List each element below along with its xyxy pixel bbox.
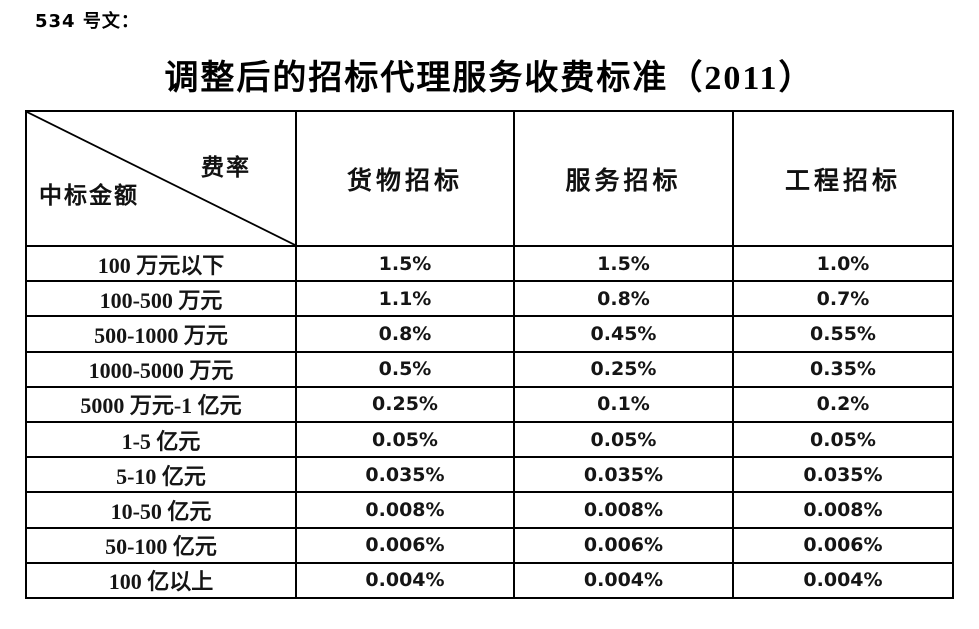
fee-cell: 0.8% (295, 315, 515, 353)
table-row: 5-10 亿元 0.035% 0.035% 0.035% (25, 456, 954, 494)
table-corner-cell: 费率 中标金额 (25, 110, 297, 247)
table-header-row: 费率 中标金额 货物招标 服务招标 工程招标 (25, 110, 954, 247)
table-row: 50-100 亿元 0.006% 0.006% 0.006% (25, 526, 954, 564)
fee-table: 费率 中标金额 货物招标 服务招标 工程招标 100 万元以下 1.5% 1.5% 1… (25, 110, 954, 600)
fee-cell: 0.8% (513, 280, 734, 318)
row-header-amount: 100-500 万元 (25, 280, 297, 318)
fee-cell: 0.05% (732, 420, 954, 459)
fee-cell: 0.35% (732, 350, 954, 388)
row-header-amount: 1000-5000 万元 (25, 350, 297, 388)
fee-cell: 0.035% (732, 456, 954, 494)
fee-cell: 1.1% (295, 280, 515, 318)
fee-cell: 0.55% (732, 315, 954, 353)
table-row: 100 万元以下 1.5% 1.5% 1.0% (25, 244, 954, 283)
fee-cell: 0.25% (295, 385, 515, 423)
fee-cell: 0.035% (513, 456, 734, 494)
page-title: 调整后的招标代理服务收费标准（2011） (164, 60, 815, 97)
row-header-amount: 5-10 亿元 (25, 456, 297, 494)
fee-cell: 0.035% (295, 456, 515, 494)
fee-cell: 0.006% (732, 526, 954, 564)
fee-cell: 0.008% (295, 491, 515, 529)
row-header-amount: 50-100 亿元 (25, 526, 297, 564)
fee-table-body: 100 万元以下 1.5% 1.5% 1.0% 100-500 万元 1.1% 0.8% 0.… (25, 244, 954, 600)
column-header-engineering: 工程招标 (732, 110, 954, 247)
fee-cell: 0.006% (513, 526, 734, 564)
table-row: 5000 万元-1 亿元 0.25% 0.1% 0.2% (25, 385, 954, 423)
fee-cell: 0.004% (732, 561, 954, 600)
fee-cell: 0.5% (295, 350, 515, 388)
fee-cell: 0.008% (513, 491, 734, 529)
fee-cell: 1.0% (732, 244, 954, 283)
row-header-amount: 5000 万元-1 亿元 (25, 385, 297, 423)
fee-cell: 0.004% (295, 561, 515, 600)
fee-cell: 0.25% (513, 350, 734, 388)
fee-cell: 0.2% (732, 385, 954, 423)
fee-cell: 0.006% (295, 526, 515, 564)
row-header-amount: 1-5 亿元 (25, 420, 297, 459)
fee-cell: 0.1% (513, 385, 734, 423)
table-row: 100 亿以上 0.004% 0.004% 0.004% (25, 561, 954, 600)
column-header-service: 服务招标 (513, 110, 734, 247)
corner-label-rate: 费率 (201, 155, 251, 180)
fee-cell: 0.45% (513, 315, 734, 353)
column-header-goods: 货物招标 (295, 110, 515, 247)
fee-cell: 0.7% (732, 280, 954, 318)
row-header-amount: 100 亿以上 (25, 561, 297, 600)
fee-cell: 0.008% (732, 491, 954, 529)
table-row: 1-5 亿元 0.05% 0.05% 0.05% (25, 420, 954, 459)
table-row: 10-50 亿元 0.008% 0.008% 0.008% (25, 491, 954, 529)
fee-cell: 1.5% (513, 244, 734, 283)
table-row: 100-500 万元 1.1% 0.8% 0.7% (25, 280, 954, 318)
doc-number-label: 534 号文： (35, 11, 140, 32)
fee-cell: 0.05% (513, 420, 734, 459)
row-header-amount: 100 万元以下 (25, 244, 297, 283)
row-header-amount: 10-50 亿元 (25, 491, 297, 529)
fee-cell: 0.05% (295, 420, 515, 459)
table-row: 500-1000 万元 0.8% 0.45% 0.55% (25, 315, 954, 353)
fee-cell: 0.004% (513, 561, 734, 600)
table-row: 1000-5000 万元 0.5% 0.25% 0.35% (25, 350, 954, 388)
diagonal-line (27, 112, 295, 245)
row-header-amount: 500-1000 万元 (25, 315, 297, 353)
corner-label-amount: 中标金额 (39, 183, 139, 208)
fee-cell: 1.5% (295, 244, 515, 283)
